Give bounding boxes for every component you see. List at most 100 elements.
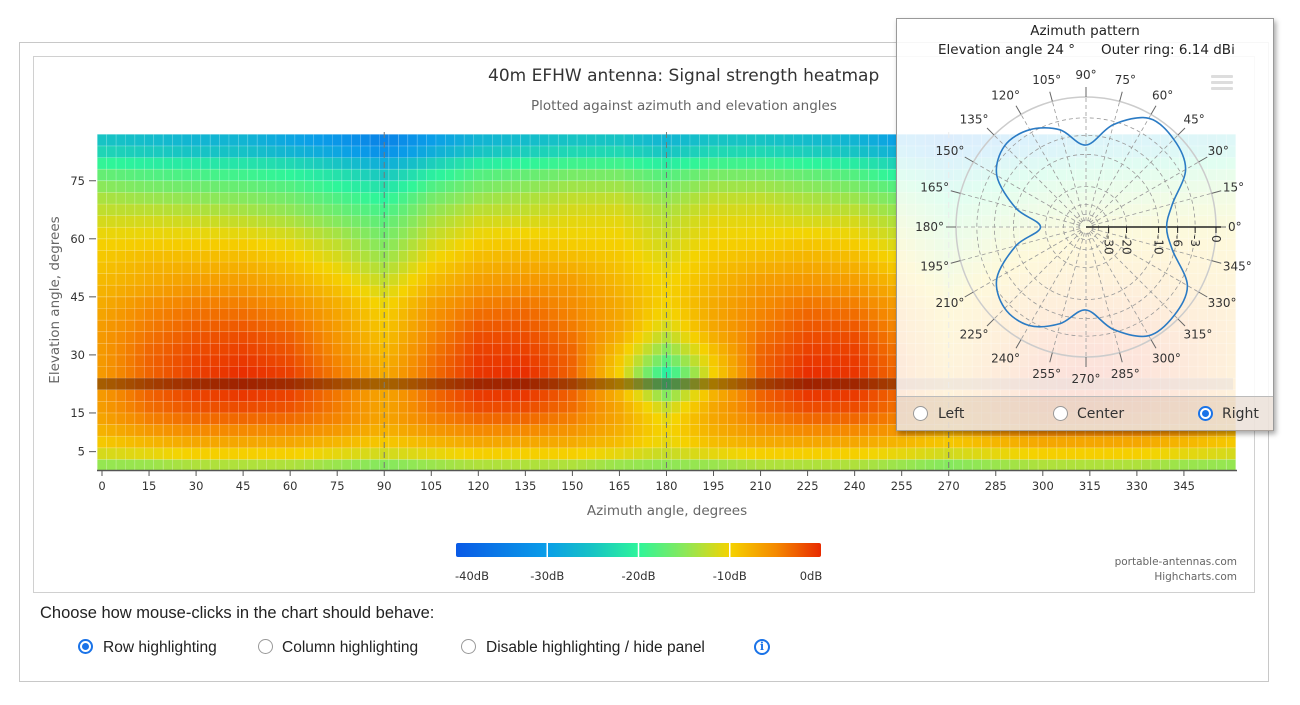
heatmap-cell[interactable] — [830, 366, 841, 379]
heatmap-cell[interactable] — [830, 168, 841, 182]
heatmap-cell[interactable] — [727, 238, 738, 251]
heatmap-cell[interactable] — [774, 342, 785, 356]
heatmap-cell[interactable] — [228, 308, 239, 321]
heatmap-cell[interactable] — [256, 192, 267, 205]
heatmap-cell[interactable] — [595, 308, 606, 321]
heatmap-cell[interactable] — [539, 308, 550, 321]
heatmap-cell[interactable] — [303, 308, 315, 321]
heatmap-cell[interactable] — [849, 284, 860, 298]
heatmap-cell[interactable] — [416, 459, 427, 472]
heatmap-cell[interactable] — [172, 389, 183, 402]
heatmap-cell[interactable] — [623, 273, 634, 286]
heatmap-cell[interactable] — [200, 250, 211, 263]
heatmap-cell[interactable] — [699, 412, 710, 425]
heatmap-cell[interactable] — [877, 250, 888, 263]
heatmap-cell[interactable] — [115, 180, 126, 193]
heatmap-cell[interactable] — [209, 180, 220, 193]
heatmap-cell[interactable] — [727, 215, 738, 228]
heatmap-cell[interactable] — [746, 296, 757, 309]
heatmap-cell[interactable] — [708, 354, 719, 367]
heatmap-cell[interactable] — [332, 250, 343, 263]
heatmap-cell[interactable] — [793, 250, 804, 263]
heatmap-cell[interactable] — [294, 435, 305, 449]
heatmap-cell[interactable] — [868, 203, 879, 216]
heatmap-cell[interactable] — [774, 180, 785, 193]
heatmap-cell[interactable] — [238, 389, 249, 402]
heatmap-cell[interactable] — [633, 145, 644, 158]
heatmap-cell[interactable] — [426, 238, 437, 251]
heatmap-cell[interactable] — [567, 319, 578, 333]
heatmap-cell[interactable] — [473, 250, 484, 263]
heatmap-cell[interactable] — [548, 145, 559, 158]
heatmap-cell[interactable] — [341, 157, 352, 170]
heatmap-cell[interactable] — [219, 354, 230, 367]
heatmap-cell[interactable] — [764, 203, 776, 216]
heatmap-cell[interactable] — [482, 424, 493, 437]
heatmap-cell[interactable] — [332, 459, 343, 472]
heatmap-cell[interactable] — [341, 250, 352, 263]
heatmap-cell[interactable] — [604, 366, 616, 379]
heatmap-cell[interactable] — [426, 273, 437, 286]
heatmap-cell[interactable] — [303, 192, 315, 205]
heatmap-cell[interactable] — [228, 250, 239, 263]
heatmap-cell[interactable] — [360, 296, 371, 309]
heatmap-cell[interactable] — [350, 400, 362, 414]
heatmap-cell[interactable] — [858, 250, 870, 263]
heatmap-cell[interactable] — [604, 319, 616, 333]
heatmap-cell[interactable] — [388, 319, 399, 333]
heatmap-cell[interactable] — [322, 447, 333, 460]
heatmap-cell[interactable] — [322, 157, 333, 170]
heatmap-cell[interactable] — [134, 238, 145, 251]
heatmap-cell[interactable] — [360, 435, 371, 449]
heatmap-cell[interactable] — [426, 308, 437, 321]
heatmap-cell[interactable] — [708, 261, 719, 274]
heatmap-cell[interactable] — [115, 389, 126, 402]
heatmap-cell[interactable] — [153, 168, 164, 182]
heatmap-cell[interactable] — [811, 400, 823, 414]
heatmap-cell[interactable] — [680, 412, 691, 425]
heatmap-cell[interactable] — [228, 319, 239, 333]
heatmap-cell[interactable] — [435, 157, 446, 170]
heatmap-cell[interactable] — [793, 238, 804, 251]
heatmap-cell[interactable] — [604, 145, 616, 158]
heatmap-cell[interactable] — [388, 435, 399, 449]
heatmap-cell[interactable] — [162, 192, 173, 205]
heatmap-cell[interactable] — [388, 400, 399, 414]
heatmap-cell[interactable] — [266, 366, 277, 379]
heatmap-cell[interactable] — [1065, 459, 1077, 472]
heatmap-cell[interactable] — [849, 133, 860, 147]
heatmap-cell[interactable] — [746, 424, 757, 437]
heatmap-cell[interactable] — [708, 192, 719, 205]
heatmap-cell[interactable] — [398, 250, 409, 263]
heatmap-cell[interactable] — [1103, 447, 1114, 460]
heatmap-cell[interactable] — [689, 226, 700, 240]
heatmap-cell[interactable] — [416, 203, 427, 216]
heatmap-cell[interactable] — [369, 400, 380, 414]
heatmap-cell[interactable] — [830, 192, 841, 205]
heatmap-cell[interactable] — [492, 284, 503, 298]
heatmap-cell[interactable] — [896, 435, 907, 449]
heatmap-cell[interactable] — [153, 319, 164, 333]
heatmap-cell[interactable] — [539, 145, 550, 158]
heatmap-cell[interactable] — [332, 261, 343, 274]
heatmap-cell[interactable] — [858, 342, 870, 356]
heatmap-cell[interactable] — [689, 447, 700, 460]
heatmap-cell[interactable] — [755, 424, 766, 437]
heatmap-cell[interactable] — [191, 180, 202, 193]
heatmap-cell[interactable] — [623, 215, 634, 228]
heatmap-cell[interactable] — [463, 424, 474, 437]
heatmap-cell[interactable] — [633, 133, 644, 147]
heatmap-cell[interactable] — [727, 354, 738, 367]
heatmap-cell[interactable] — [454, 308, 465, 321]
heatmap-cell[interactable] — [764, 157, 776, 170]
heatmap-cell[interactable] — [1225, 435, 1237, 449]
heatmap-cell[interactable] — [699, 308, 710, 321]
heatmap-cell[interactable] — [717, 180, 728, 193]
heatmap-cell[interactable] — [793, 261, 804, 274]
heatmap-cell[interactable] — [520, 168, 531, 182]
heatmap-cell[interactable] — [96, 168, 108, 182]
heatmap-cell[interactable] — [849, 215, 860, 228]
heatmap-cell[interactable] — [200, 319, 211, 333]
heatmap-cell[interactable] — [125, 412, 136, 425]
heatmap-cell[interactable] — [313, 319, 324, 333]
